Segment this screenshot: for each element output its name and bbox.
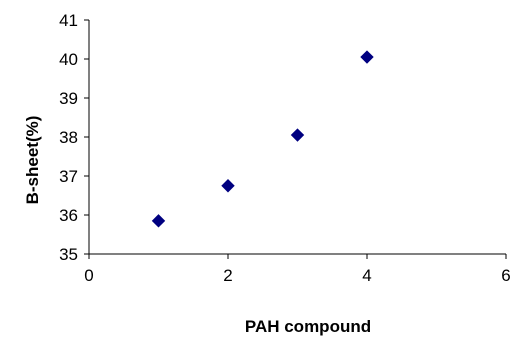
y-tick-label: 41	[59, 11, 78, 30]
y-tick-label: 36	[59, 206, 78, 225]
x-axis-title: PAH compound	[245, 317, 371, 336]
x-tick-label: 0	[84, 266, 93, 285]
y-axis-title: B-sheet(%)	[23, 116, 42, 205]
y-tick-label: 38	[59, 128, 78, 147]
x-tick-label: 2	[223, 266, 232, 285]
data-points	[151, 50, 374, 228]
y-tick-label: 37	[59, 167, 78, 186]
data-point-diamond	[221, 179, 235, 193]
data-point-diamond	[360, 50, 374, 64]
x-axis-ticks: 0 2 4 6	[84, 254, 511, 285]
x-tick-label: 6	[501, 266, 510, 285]
y-axis-ticks: 35 36 37 38 39 40 41	[59, 11, 89, 264]
x-tick-label: 4	[362, 266, 371, 285]
data-point-diamond	[290, 128, 305, 142]
data-point-diamond	[151, 214, 166, 228]
y-tick-label: 39	[59, 89, 78, 108]
y-tick-label: 40	[59, 50, 78, 69]
y-tick-label: 35	[59, 245, 78, 264]
axes	[88, 20, 506, 255]
